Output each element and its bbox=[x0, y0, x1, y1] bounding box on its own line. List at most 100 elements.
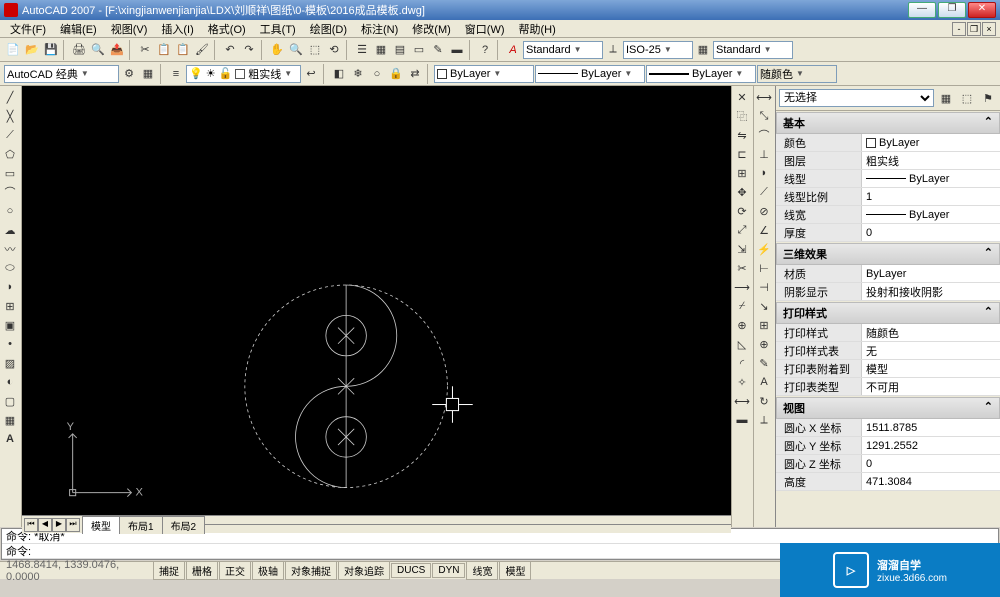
props-value[interactable]: 投射和接收阴影 bbox=[861, 283, 1000, 300]
polygon-tool[interactable]: ⬠ bbox=[1, 145, 19, 163]
sheet-set-button[interactable]: ▭ bbox=[410, 41, 428, 59]
revcloud-tool[interactable]: ☁ bbox=[1, 221, 19, 239]
props-value[interactable]: 随颜色 bbox=[861, 324, 1000, 341]
move-tool[interactable]: ✥ bbox=[733, 183, 751, 201]
chamfer-tool[interactable]: ◺ bbox=[733, 335, 751, 353]
dim-linear-tool[interactable]: ⟷ bbox=[755, 88, 773, 106]
pan-button[interactable]: ✋ bbox=[268, 41, 286, 59]
array-tool[interactable]: ⊞ bbox=[733, 164, 751, 182]
color-combo[interactable]: ByLayer ▼ bbox=[434, 65, 534, 83]
props-value[interactable]: 1 bbox=[861, 188, 1000, 205]
menu-dimension[interactable]: 标注(N) bbox=[355, 20, 404, 38]
menu-view[interactable]: 视图(V) bbox=[105, 20, 154, 38]
dim-arc-tool[interactable]: ⌒ bbox=[755, 126, 773, 144]
props-row[interactable]: 打印表类型不可用 bbox=[776, 378, 1000, 396]
menu-modify[interactable]: 修改(M) bbox=[406, 20, 457, 38]
layer-combo[interactable]: 💡 ☀ 🔓 粗实线 ▼ bbox=[186, 65, 301, 83]
layer-lock-button[interactable]: 🔒 bbox=[387, 65, 405, 83]
area-tool[interactable]: ▬ bbox=[733, 411, 751, 429]
rotate-tool[interactable]: ⟳ bbox=[733, 202, 751, 220]
tab-layout2[interactable]: 布局2 bbox=[162, 516, 206, 534]
dimstyle-icon[interactable]: ⟂ bbox=[604, 41, 622, 59]
props-section-view[interactable]: 视图⌃ bbox=[776, 397, 1000, 419]
doc-restore-button[interactable]: ❐ bbox=[967, 22, 981, 36]
grid-toggle[interactable]: 栅格 bbox=[186, 561, 218, 580]
erase-tool[interactable]: ✕ bbox=[733, 88, 751, 106]
select-objects-button[interactable]: ⬚ bbox=[958, 89, 976, 107]
drawing-canvas[interactable]: X Y bbox=[22, 86, 731, 515]
close-button[interactable]: ✕ bbox=[968, 2, 996, 18]
markup-button[interactable]: ✎ bbox=[429, 41, 447, 59]
layer-props-button[interactable]: ≡ bbox=[167, 65, 185, 83]
props-value[interactable]: 1511.8785 bbox=[861, 419, 1000, 436]
selection-combo[interactable]: 无选择 bbox=[779, 89, 934, 107]
text-style-combo[interactable]: Standard ▼ bbox=[523, 41, 603, 59]
properties-button[interactable]: ☰ bbox=[353, 41, 371, 59]
print-button[interactable]: 🖨 bbox=[70, 41, 88, 59]
doc-close-button[interactable]: × bbox=[982, 22, 996, 36]
offset-tool[interactable]: ⊏ bbox=[733, 145, 751, 163]
dim-aligned-tool[interactable]: ⤡ bbox=[755, 107, 773, 125]
props-row[interactable]: 线型ByLayer bbox=[776, 170, 1000, 188]
trim-tool[interactable]: ✂ bbox=[733, 259, 751, 277]
tablestyle-icon[interactable]: ▦ bbox=[694, 41, 712, 59]
arc-tool[interactable]: ⌒ bbox=[1, 183, 19, 201]
props-row[interactable]: 打印表附着到模型 bbox=[776, 360, 1000, 378]
gradient-tool[interactable]: ◐ bbox=[1, 373, 19, 391]
props-value[interactable]: 模型 bbox=[861, 360, 1000, 377]
polar-toggle[interactable]: 极轴 bbox=[252, 561, 284, 580]
props-row[interactable]: 线型比例1 bbox=[776, 188, 1000, 206]
dim-center-tool[interactable]: ⊕ bbox=[755, 335, 773, 353]
props-row[interactable]: 阴影显示投射和接收阴影 bbox=[776, 283, 1000, 301]
textstyle-icon[interactable]: A bbox=[504, 41, 522, 59]
dim-style-tool[interactable]: ⟂ bbox=[755, 411, 773, 429]
lwt-toggle[interactable]: 线宽 bbox=[466, 561, 498, 580]
copy-button[interactable]: 📋 bbox=[155, 41, 173, 59]
preview-button[interactable]: 🔍 bbox=[89, 41, 107, 59]
dim-diameter-tool[interactable]: ⊘ bbox=[755, 202, 773, 220]
linetype-combo[interactable]: ByLayer ▼ bbox=[535, 65, 645, 83]
props-value[interactable]: 0 bbox=[861, 224, 1000, 241]
tab-last-button[interactable]: ⏭ bbox=[66, 518, 80, 532]
tab-prev-button[interactable]: ◀ bbox=[38, 518, 52, 532]
props-row[interactable]: 高度471.3084 bbox=[776, 473, 1000, 491]
coordinates-display[interactable]: 1468.8414, 1339.0476, 0.0000 bbox=[2, 559, 152, 583]
break-tool[interactable]: ⌿ bbox=[733, 297, 751, 315]
zoom-prev-button[interactable]: ⟲ bbox=[325, 41, 343, 59]
props-value[interactable]: ByLayer bbox=[861, 206, 1000, 223]
props-value[interactable]: ByLayer bbox=[861, 134, 1000, 151]
props-value[interactable]: 1291.2552 bbox=[861, 437, 1000, 454]
dim-update-tool[interactable]: ↻ bbox=[755, 392, 773, 410]
pline-tool[interactable]: ⟋ bbox=[1, 126, 19, 144]
designcenter-button[interactable]: ▦ bbox=[372, 41, 390, 59]
paste-button[interactable]: 📋 bbox=[174, 41, 192, 59]
save-button[interactable]: 💾 bbox=[42, 41, 60, 59]
menu-tools[interactable]: 工具(T) bbox=[254, 20, 302, 38]
dim-continue-tool[interactable]: ⊣ bbox=[755, 278, 773, 296]
mtext-tool[interactable]: A bbox=[1, 430, 19, 448]
dim-style-combo[interactable]: ISO-25 ▼ bbox=[623, 41, 693, 59]
dist-tool[interactable]: ⟷ bbox=[733, 392, 751, 410]
region-tool[interactable]: ▢ bbox=[1, 392, 19, 410]
props-row[interactable]: 圆心 Y 坐标1291.2552 bbox=[776, 437, 1000, 455]
props-value[interactable]: 0 bbox=[861, 455, 1000, 472]
menu-file[interactable]: 文件(F) bbox=[4, 20, 52, 38]
model-toggle[interactable]: 模型 bbox=[499, 561, 531, 580]
workspace-settings-button[interactable]: ⚙ bbox=[120, 65, 138, 83]
layer-freeze-button[interactable]: ❄ bbox=[349, 65, 367, 83]
ellipse-tool[interactable]: ⬭ bbox=[1, 259, 19, 277]
tab-first-button[interactable]: ⏮ bbox=[24, 518, 38, 532]
circle-tool[interactable]: ○ bbox=[1, 202, 19, 220]
zoom-window-button[interactable]: ⬚ bbox=[306, 41, 324, 59]
dim-leader-tool[interactable]: ↘ bbox=[755, 297, 773, 315]
fillet-tool[interactable]: ◜ bbox=[733, 354, 751, 372]
dim-jogged-tool[interactable]: ⟋ bbox=[755, 183, 773, 201]
join-tool[interactable]: ⊕ bbox=[733, 316, 751, 334]
extend-tool[interactable]: ⟶ bbox=[733, 278, 751, 296]
workspace-combo[interactable]: AutoCAD 经典 ▼ bbox=[4, 65, 119, 83]
props-row[interactable]: 材质ByLayer bbox=[776, 265, 1000, 283]
dim-tedit-tool[interactable]: A bbox=[755, 373, 773, 391]
props-row[interactable]: 打印样式表无 bbox=[776, 342, 1000, 360]
otrack-toggle[interactable]: 对象追踪 bbox=[338, 561, 390, 580]
menu-draw[interactable]: 绘图(D) bbox=[304, 20, 353, 38]
